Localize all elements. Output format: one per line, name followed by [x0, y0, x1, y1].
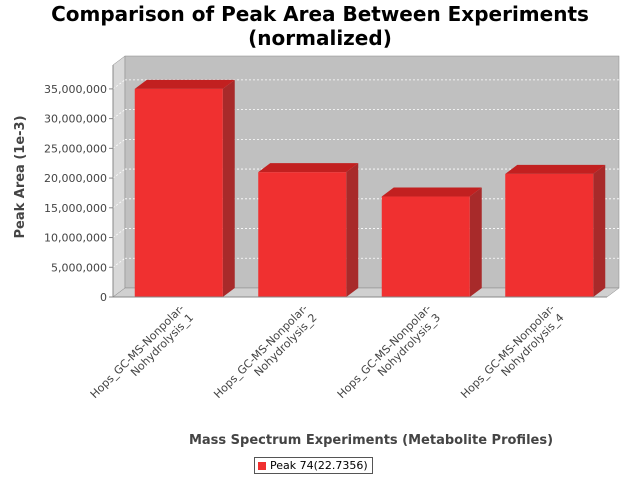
- grid-line-side-6: [112, 109, 126, 119]
- grid-line-side-3: [112, 198, 126, 209]
- legend-swatch: [258, 461, 266, 470]
- grid-line-side-7: [112, 79, 126, 90]
- chart-title: Comparison of Peak Area Between Experime…: [0, 2, 640, 50]
- bar-side-4: [593, 164, 606, 297]
- y-tick-label-1: 5,000,000: [51, 261, 107, 274]
- legend-label: Peak 74(22.7356): [270, 459, 368, 472]
- bar-side-2: [346, 163, 359, 297]
- x-axis-title: Mass Spectrum Experiments (Metabolite Pr…: [189, 433, 553, 448]
- bars: [134, 79, 606, 297]
- grid-line-side-2: [112, 228, 126, 238]
- chart-title-line2: (normalized): [248, 26, 392, 50]
- y-tick-label-2: 10,000,000: [44, 232, 107, 245]
- bar-front-2: [258, 172, 347, 297]
- bar-front-4: [505, 173, 594, 297]
- y-tick-label-7: 35,000,000: [44, 83, 107, 96]
- bar-4: [505, 164, 606, 297]
- x-axis: Hops_GC-MS-Nonpolar-Nohydrolysis_1 Hops_G…: [88, 296, 607, 410]
- y-tick-label-6: 30,000,000: [44, 113, 107, 126]
- bar-top-1: [134, 79, 235, 89]
- y-tick-label-5: 25,000,000: [44, 142, 107, 155]
- y-tick-label-3: 15,000,000: [44, 202, 107, 215]
- bar-side-1: [222, 79, 235, 297]
- bar-top-3: [381, 187, 482, 197]
- chart-title-line1: Comparison of Peak Area Between Experime…: [51, 2, 589, 26]
- x-tick-label-2-line-1: Hops_GC-MS-Nonpolar-: [211, 302, 310, 401]
- bar-top-4: [505, 164, 606, 174]
- x-tick-label-2: Hops_GC-MS-Nonpolar-Nohydrolysis_2: [211, 302, 319, 410]
- bar-side-3: [469, 187, 482, 297]
- grid-line-side-1: [112, 257, 126, 268]
- y-tick-label-0: 0: [100, 291, 107, 304]
- bar-top-2: [258, 163, 359, 173]
- x-tick-label-4: Hops_GC-MS-Nonpolar-Nohydrolysis_4: [458, 302, 566, 410]
- bar-2: [258, 163, 359, 297]
- y-axis: 0 5,000,000 10,000,000 15,000,000 20,000,000…: [44, 65, 114, 304]
- x-tick-label-1: Hops_GC-MS-Nonpolar-Nohydrolysis_1: [88, 302, 196, 410]
- legend: Peak 74(22.7356): [254, 457, 373, 474]
- bar-front-3: [381, 196, 470, 297]
- plot-left-wall: [112, 55, 126, 298]
- x-tick-label-4-line-1: Hops_GC-MS-Nonpolar-: [458, 302, 557, 401]
- y-tick-label-4: 20,000,000: [44, 172, 107, 185]
- grid-line-side-4: [112, 168, 126, 179]
- grid-lines: [112, 79, 619, 268]
- x-tick-label-1-line-1: Hops_GC-MS-Nonpolar-: [88, 302, 187, 401]
- x-tick-label-3: Hops_GC-MS-Nonpolar-Nohydrolysis_3: [335, 302, 443, 410]
- bar-1: [134, 79, 235, 297]
- bar-front-1: [134, 88, 223, 297]
- bar-3: [381, 187, 482, 297]
- grid-line-side-5: [112, 139, 126, 149]
- x-tick-label-3-line-1: Hops_GC-MS-Nonpolar-: [335, 302, 434, 401]
- y-axis-title: Peak Area (1e-3): [13, 115, 28, 238]
